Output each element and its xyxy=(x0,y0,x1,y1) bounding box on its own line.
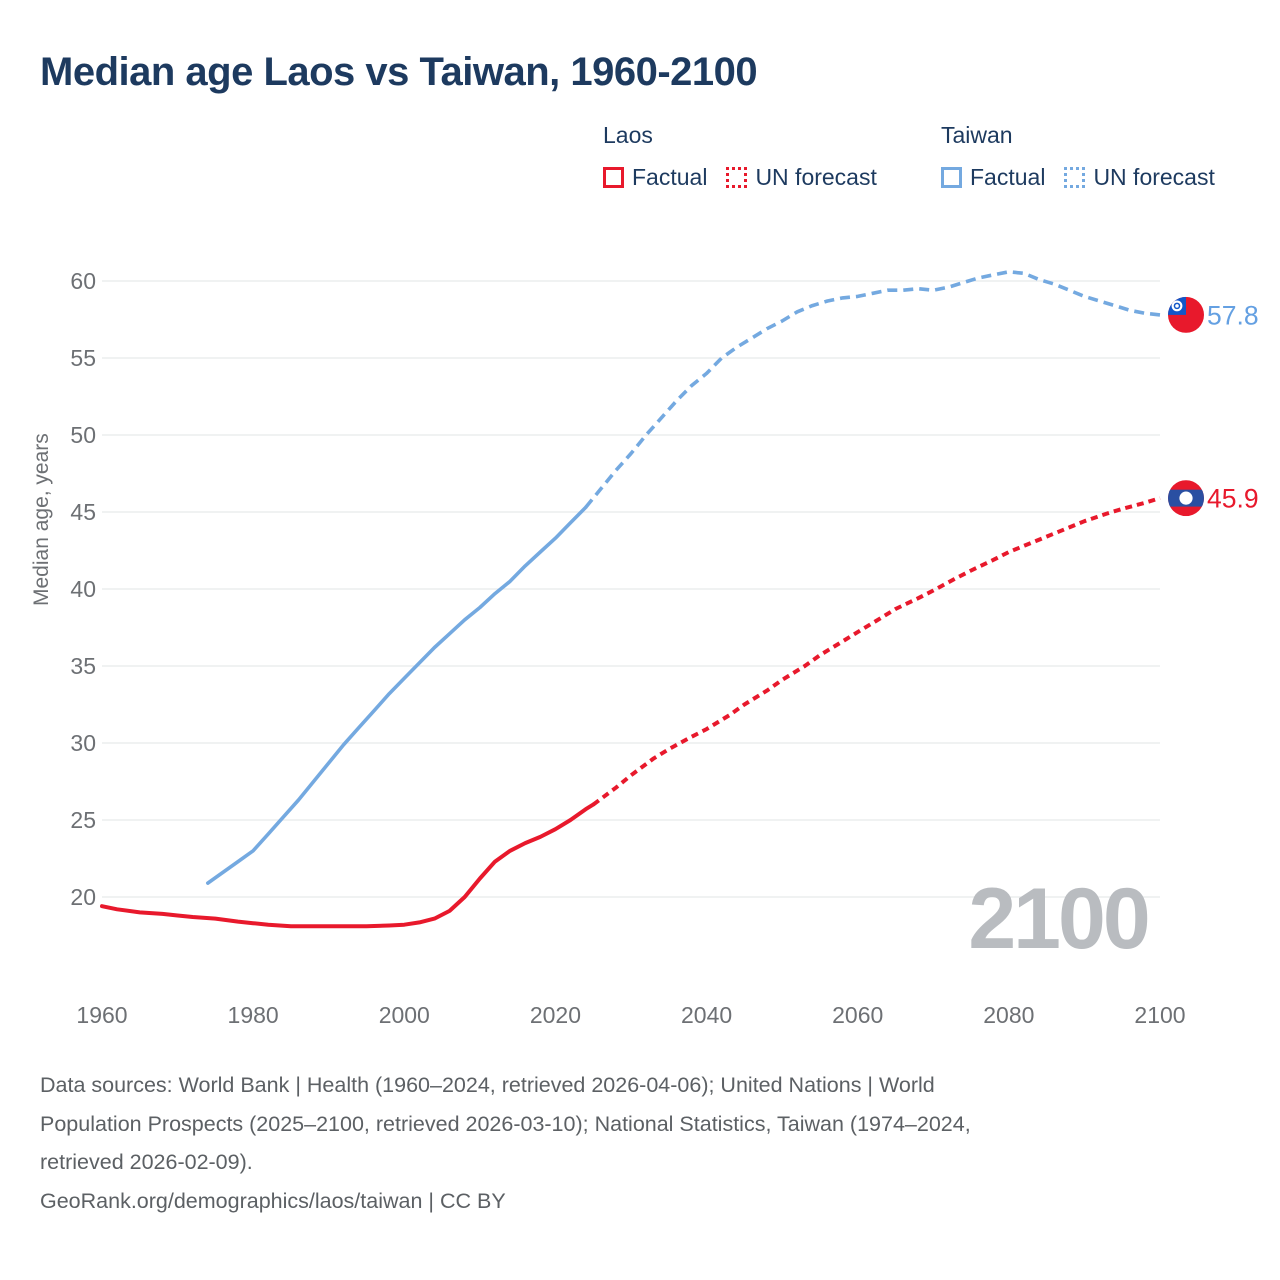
footer-line: Data sources: World Bank | Health (1960–… xyxy=(40,1073,935,1097)
y-tick-label: 45 xyxy=(70,499,96,525)
flag-laos-icon xyxy=(1168,480,1204,517)
legend-group-laos: Laos Factual UN forecast xyxy=(603,122,877,191)
legend-item-label: UN forecast xyxy=(1093,164,1215,190)
laos-factual-swatch-icon xyxy=(603,167,624,188)
y-tick-label: 35 xyxy=(70,653,96,679)
y-tick-label: 60 xyxy=(70,268,96,294)
y-tick-label: 20 xyxy=(70,884,96,910)
y-tick-label: 40 xyxy=(70,576,96,602)
y-axis-title: Median age, years xyxy=(30,433,53,607)
series-laos-forecast-line xyxy=(592,496,1161,807)
footer-line: Population Prospects (2025–2100, retriev… xyxy=(40,1111,971,1136)
laos-forecast-swatch-icon xyxy=(726,167,748,188)
legend-item-laos-forecast[interactable]: UN forecast xyxy=(726,164,877,191)
x-tick-label: 1980 xyxy=(228,1002,279,1028)
x-tick-label: 2020 xyxy=(530,1002,581,1028)
legend-item-label: Factual xyxy=(632,164,708,190)
legend-item-taiwan-forecast[interactable]: UN forecast xyxy=(1064,164,1215,191)
legend-row-laos: Factual UN forecast xyxy=(603,164,877,191)
x-tick-label: 1960 xyxy=(76,1002,127,1028)
footer: Data sources: World Bank | Health (1960–… xyxy=(40,1066,1240,1220)
series-laos-factual-line xyxy=(100,802,596,929)
x-tick-label: 2000 xyxy=(379,1002,430,1028)
footer-line: retrieved 2026-02-09). xyxy=(40,1150,253,1174)
end-value-label-laos: 45.9 xyxy=(1207,484,1259,514)
taiwan-forecast-swatch-icon xyxy=(1064,167,1086,188)
watermark-year: 2100 xyxy=(968,871,1147,967)
legend-item-label: Factual xyxy=(970,164,1046,190)
legend-row-taiwan: Factual UN forecast xyxy=(941,164,1215,191)
page-title: Median age Laos vs Taiwan, 1960-2100 xyxy=(40,50,758,94)
taiwan-factual-swatch-icon xyxy=(941,167,962,188)
legend-item-laos-factual[interactable]: Factual xyxy=(603,164,707,191)
y-tick-label: 25 xyxy=(70,807,96,833)
series-taiwan-factual-line xyxy=(206,505,588,885)
legend-group-taiwan: Taiwan Factual UN forecast xyxy=(941,122,1215,191)
legend-country-laos: Laos xyxy=(603,122,653,148)
x-tick-label: 2080 xyxy=(983,1002,1034,1028)
x-tick-label: 2100 xyxy=(1134,1002,1185,1028)
legend-item-taiwan-factual[interactable]: Factual xyxy=(941,164,1045,191)
legend-item-label: UN forecast xyxy=(755,164,877,190)
end-value-label-taiwan: 57.8 xyxy=(1207,300,1259,330)
series-taiwan-forecast-line xyxy=(584,269,1161,509)
flag-taiwan-icon xyxy=(1168,296,1204,333)
legend-country-taiwan: Taiwan xyxy=(941,122,1013,148)
x-tick-label: 2060 xyxy=(832,1002,883,1028)
y-tick-label: 50 xyxy=(70,422,96,448)
y-tick-label: 55 xyxy=(70,345,96,371)
y-tick-label: 30 xyxy=(70,730,96,756)
footer-attribution: GeoRank.org/demographics/laos/taiwan | C… xyxy=(40,1188,506,1213)
x-tick-label: 2040 xyxy=(681,1002,732,1028)
